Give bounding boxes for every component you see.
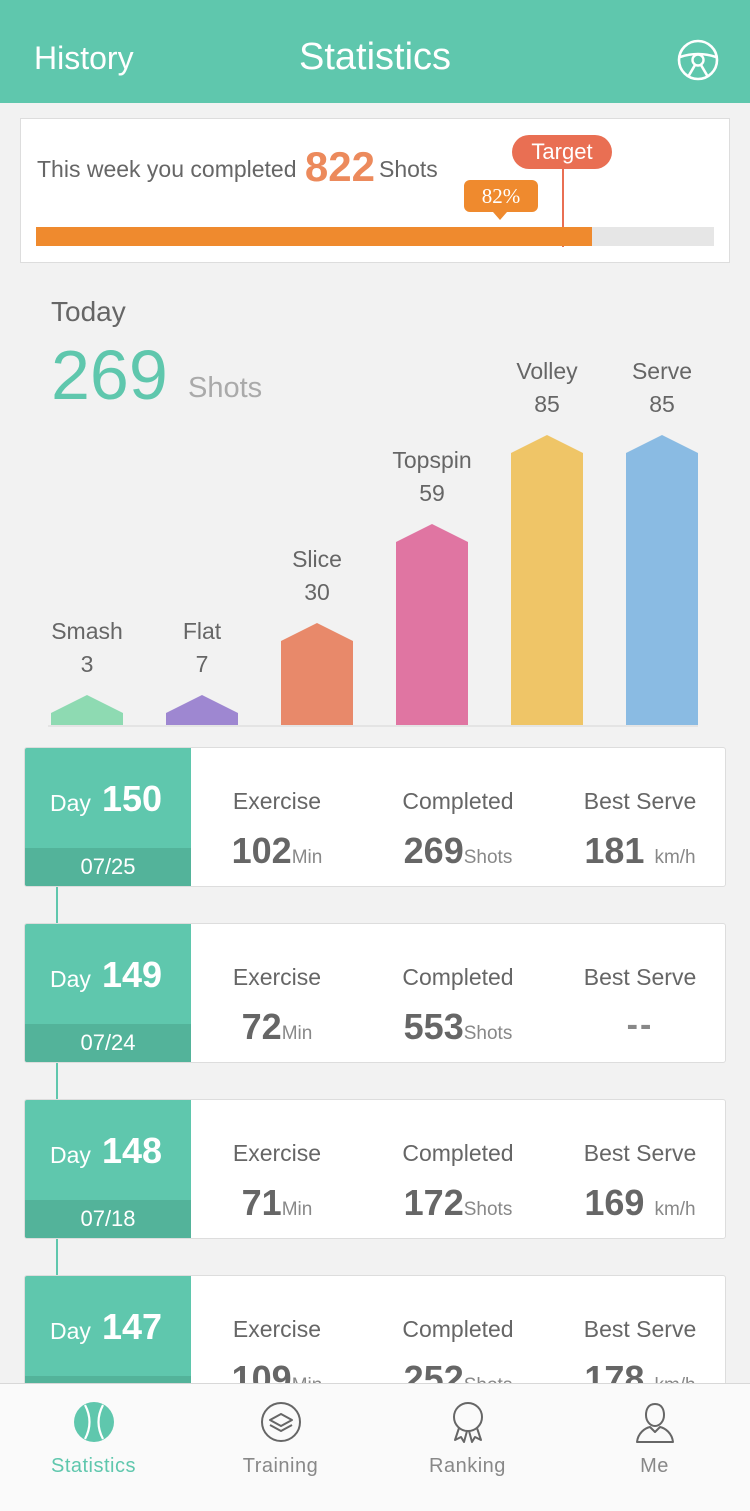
weekly-progress-fill <box>36 227 592 246</box>
tab-label: Statistics <box>50 1455 137 1477</box>
exercise-label: Exercise <box>232 964 322 990</box>
target-marker-line <box>562 167 564 247</box>
app-header: History Statistics <box>0 0 750 103</box>
weekly-count: 822 <box>304 143 375 190</box>
best-serve-label: Best Serve <box>583 964 697 990</box>
today-unit: Shots <box>188 372 263 404</box>
chart-category-label: Serve <box>631 358 693 384</box>
best-serve-value: 169 km/h <box>584 1182 696 1223</box>
chart-bar-flat <box>166 695 238 725</box>
tab-label: Ranking <box>429 1455 506 1477</box>
layers-icon <box>261 1402 301 1442</box>
chart-value-label: 7 <box>195 651 209 677</box>
day-number: 149 <box>102 954 163 995</box>
day-date: 07/18 <box>80 1206 136 1231</box>
completed-label: Completed <box>402 964 514 990</box>
chart-bar-slice <box>281 623 353 725</box>
day-number: 148 <box>102 1130 163 1171</box>
day-word: Day <box>50 1142 91 1168</box>
weekly-progress-track <box>36 227 714 246</box>
exercise-value: 71Min <box>241 1182 313 1223</box>
today-label: Today <box>51 296 126 327</box>
exercise-label: Exercise <box>232 788 322 814</box>
chart-bar-smash <box>51 695 123 725</box>
tab-training[interactable]: Training <box>187 1384 374 1511</box>
day-date-strip <box>25 848 191 886</box>
day-card[interactable]: Day 150 07/25 Exercise 102Min Completed … <box>24 747 726 887</box>
day-number: 147 <box>102 1306 163 1347</box>
chart-category-label: Smash <box>51 618 123 644</box>
weekly-prefix: This week you completed <box>37 156 297 182</box>
tab-statistics[interactable]: Statistics <box>0 1384 187 1511</box>
chart-value-label: 3 <box>80 651 94 677</box>
day-date-strip <box>25 1024 191 1062</box>
timeline-connector <box>56 1238 58 1276</box>
day-badge: Day 149 07/24 <box>25 924 191 1062</box>
best-serve-label: Best Serve <box>583 1316 697 1342</box>
tab-ranking[interactable]: Ranking <box>374 1384 561 1511</box>
weekly-summary: This week you completed 822 Shots <box>37 143 438 191</box>
medal-icon <box>453 1402 483 1443</box>
best-serve-label: Best Serve <box>583 788 697 814</box>
day-card[interactable]: Day 148 07/18 Exercise 71Min Completed 1… <box>24 1099 726 1239</box>
completed-label: Completed <box>402 1140 514 1166</box>
completed-value: 172Shots <box>403 1182 513 1223</box>
chart-category-label: Flat <box>182 618 222 644</box>
tab-label: Me <box>640 1455 669 1477</box>
completed-label: Completed <box>402 1316 514 1342</box>
completed-value: 553Shots <box>403 1006 513 1047</box>
tennis-ball-icon <box>74 1402 114 1442</box>
exercise-value: 72Min <box>241 1006 313 1047</box>
weekly-unit: Shots <box>378 156 438 182</box>
best-serve-label: Best Serve <box>583 1140 697 1166</box>
tab-bar: Statistics Training Ranking Me <box>0 1383 750 1511</box>
day-badge: Day 150 07/25 <box>25 748 191 886</box>
exercise-value: 102Min <box>231 830 323 871</box>
chart-baseline <box>48 725 698 727</box>
day-card[interactable]: Day 149 07/24 Exercise 72Min Completed 5… <box>24 923 726 1063</box>
chart-value-label: 59 <box>419 480 445 506</box>
chart-bar-volley <box>511 435 583 725</box>
steering-wheel-icon[interactable] <box>676 38 720 82</box>
chart-bar-serve <box>626 435 698 725</box>
tab-me[interactable]: Me <box>561 1384 748 1511</box>
weekly-progress-card: This week you completed 822 Shots Target … <box>20 118 730 263</box>
tab-label: Training <box>242 1455 319 1477</box>
person-icon <box>636 1402 674 1443</box>
best-serve-value: -- <box>626 1006 654 1044</box>
day-number: 150 <box>102 778 163 819</box>
timeline-connector <box>56 886 58 924</box>
chart-category-label: Volley <box>516 358 578 384</box>
day-word: Day <box>50 1318 91 1344</box>
day-date: 07/25 <box>80 854 136 879</box>
today-count: 269 <box>51 336 168 414</box>
chart-category-label: Topspin <box>392 447 472 473</box>
day-date-strip <box>25 1200 191 1238</box>
chart-bar-topspin <box>396 524 468 725</box>
chart-category-label: Slice <box>292 546 342 572</box>
day-badge: Day 148 07/18 <box>25 1100 191 1238</box>
exercise-label: Exercise <box>232 1316 322 1342</box>
completed-value: 269Shots <box>403 830 513 871</box>
chart-value-label: 85 <box>534 391 560 417</box>
target-badge: Target <box>512 135 612 169</box>
timeline-connector <box>56 1062 58 1100</box>
chart-value-label: 85 <box>649 391 675 417</box>
chart-value-label: 30 <box>304 579 330 605</box>
completed-label: Completed <box>402 788 514 814</box>
progress-percent-tag: 82% <box>464 180 538 220</box>
day-word: Day <box>50 790 91 816</box>
history-button[interactable]: History <box>34 40 134 76</box>
day-word: Day <box>50 966 91 992</box>
exercise-label: Exercise <box>232 1140 322 1166</box>
day-date: 07/24 <box>80 1030 136 1055</box>
best-serve-value: 181 km/h <box>584 830 696 871</box>
